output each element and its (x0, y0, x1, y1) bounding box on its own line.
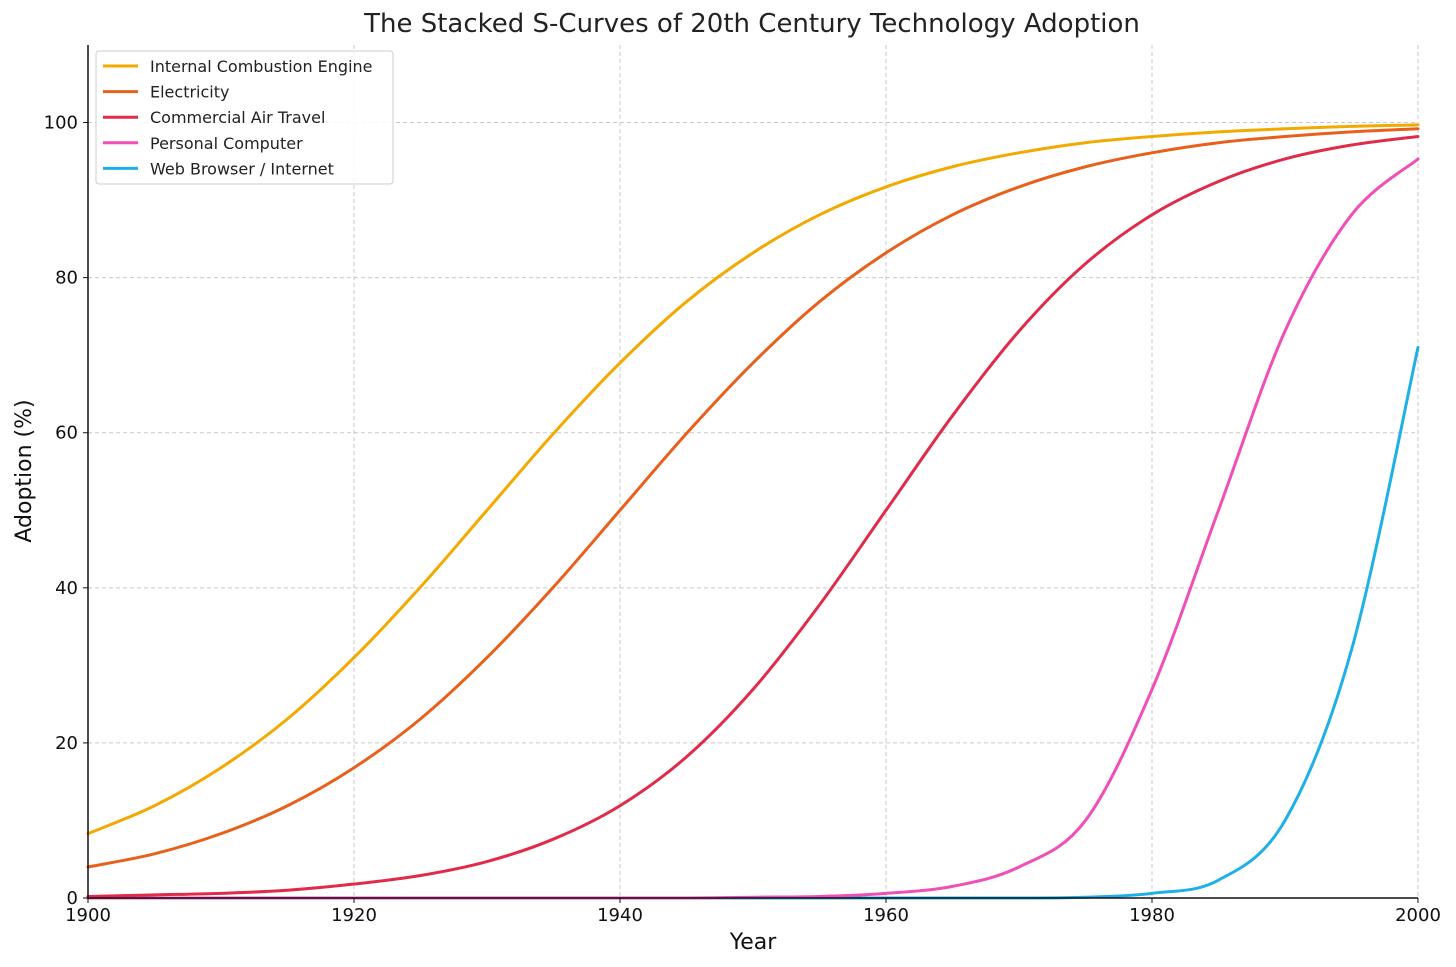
chart-title: The Stacked S-Curves of 20th Century Tec… (363, 9, 1140, 39)
series-lines (86, 123, 1420, 900)
legend-label-internal-combustion-engine: Internal Combustion Engine (150, 57, 373, 76)
legend-label-web-browser-internet: Web Browser / Internet (150, 159, 334, 178)
y-tick-labels: 0 20 40 60 80 100 (44, 113, 88, 909)
y-tick-label: 40 (55, 578, 78, 599)
series-line-commercial-air-travel (86, 135, 1420, 898)
x-tick-label: 1900 (65, 905, 111, 926)
legend: Internal Combustion Engine Electricity Com… (95, 50, 394, 185)
series-line-internal-combustion-engine (86, 123, 1420, 836)
x-axis-label: Year (729, 930, 778, 955)
axes (87, 45, 1418, 899)
y-tick-label: 60 (55, 423, 78, 444)
legend-label-personal-computer: Personal Computer (150, 134, 303, 153)
series-line-personal-computer (86, 157, 1420, 900)
y-tick-label: 100 (44, 113, 78, 134)
legend-box (95, 50, 394, 185)
x-tick-labels: 1900 1920 1940 1960 1980 2000 (65, 898, 1441, 926)
x-tick-label: 1960 (863, 905, 909, 926)
y-tick-label: 20 (55, 733, 78, 754)
y-tick-label: 80 (55, 268, 78, 289)
x-tick-label: 1940 (597, 905, 643, 926)
y-tick-label: 0 (67, 888, 78, 909)
legend-label-electricity: Electricity (150, 83, 229, 102)
series-line-electricity (86, 127, 1420, 869)
x-tick-label: 1920 (331, 905, 377, 926)
x-tick-label: 2000 (1395, 905, 1441, 926)
series-line-web-browser-internet (86, 345, 1420, 900)
x-tick-label: 1980 (1129, 905, 1175, 926)
y-axis-label: Adoption (%) (12, 399, 37, 542)
legend-label-commercial-air-travel: Commercial Air Travel (150, 108, 325, 127)
